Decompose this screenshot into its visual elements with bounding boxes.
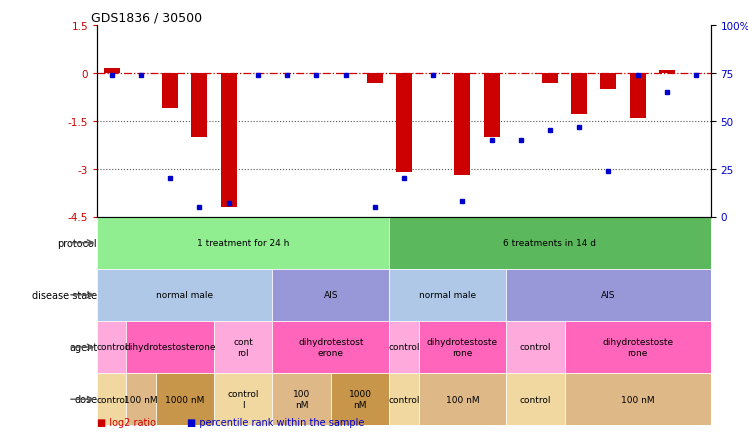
- Text: control
l: control l: [227, 390, 259, 409]
- Text: control: control: [96, 395, 128, 404]
- Bar: [396, 74, 412, 172]
- Bar: [389, 217, 711, 269]
- Text: normal male: normal male: [419, 291, 476, 299]
- Text: 6 treatments in 14 d: 6 treatments in 14 d: [503, 239, 596, 247]
- Bar: [389, 321, 419, 373]
- Bar: [126, 373, 156, 425]
- Bar: [97, 321, 126, 373]
- Text: control: control: [96, 343, 128, 352]
- Bar: [272, 373, 331, 425]
- Text: 1 treatment for 24 h: 1 treatment for 24 h: [197, 239, 289, 247]
- Bar: [483, 74, 500, 138]
- Bar: [601, 74, 616, 90]
- Bar: [191, 74, 207, 138]
- Text: dose: dose: [74, 395, 97, 404]
- Text: normal male: normal male: [156, 291, 213, 299]
- Bar: [331, 373, 389, 425]
- Bar: [571, 74, 587, 115]
- Text: 100 nM: 100 nM: [621, 395, 654, 404]
- Bar: [221, 74, 236, 207]
- Text: AIS: AIS: [324, 291, 338, 299]
- Text: 100
nM: 100 nM: [293, 390, 310, 409]
- Text: dihydrotestoste
rone: dihydrotestoste rone: [602, 338, 673, 357]
- Bar: [565, 321, 711, 373]
- Text: 1000 nM: 1000 nM: [165, 395, 204, 404]
- Bar: [214, 321, 272, 373]
- Bar: [506, 269, 711, 321]
- Text: 100 nM: 100 nM: [124, 395, 158, 404]
- Bar: [630, 74, 646, 118]
- Text: protocol: protocol: [58, 238, 97, 248]
- Bar: [542, 74, 558, 83]
- Bar: [272, 269, 389, 321]
- Bar: [97, 373, 126, 425]
- Text: 100 nM: 100 nM: [446, 395, 479, 404]
- Bar: [506, 373, 565, 425]
- Text: control: control: [520, 395, 551, 404]
- Text: AIS: AIS: [601, 291, 616, 299]
- Text: GDS1836 / 30500: GDS1836 / 30500: [91, 12, 202, 25]
- Bar: [272, 321, 389, 373]
- Bar: [156, 373, 214, 425]
- Bar: [419, 373, 506, 425]
- Bar: [659, 71, 675, 74]
- Bar: [565, 373, 711, 425]
- Bar: [162, 74, 178, 109]
- Text: 1000
nM: 1000 nM: [349, 390, 372, 409]
- Bar: [214, 373, 272, 425]
- Text: ■ percentile rank within the sample: ■ percentile rank within the sample: [187, 418, 364, 427]
- Text: dihydrotestosterone: dihydrotestosterone: [124, 343, 216, 352]
- Text: disease state: disease state: [32, 290, 97, 300]
- Bar: [454, 74, 470, 176]
- Bar: [419, 321, 506, 373]
- Bar: [97, 269, 272, 321]
- Text: control: control: [388, 343, 420, 352]
- Text: dihydrotestost
erone: dihydrotestost erone: [298, 338, 364, 357]
- Text: agent: agent: [69, 342, 97, 352]
- Text: ■ log2 ratio: ■ log2 ratio: [97, 418, 156, 427]
- Text: cont
rol: cont rol: [233, 338, 254, 357]
- Bar: [506, 321, 565, 373]
- Bar: [389, 269, 506, 321]
- Bar: [367, 74, 383, 83]
- Text: control: control: [388, 395, 420, 404]
- Bar: [389, 373, 419, 425]
- Text: control: control: [520, 343, 551, 352]
- Text: dihydrotestoste
rone: dihydrotestoste rone: [427, 338, 498, 357]
- Bar: [97, 217, 389, 269]
- Bar: [104, 69, 120, 74]
- Bar: [126, 321, 214, 373]
